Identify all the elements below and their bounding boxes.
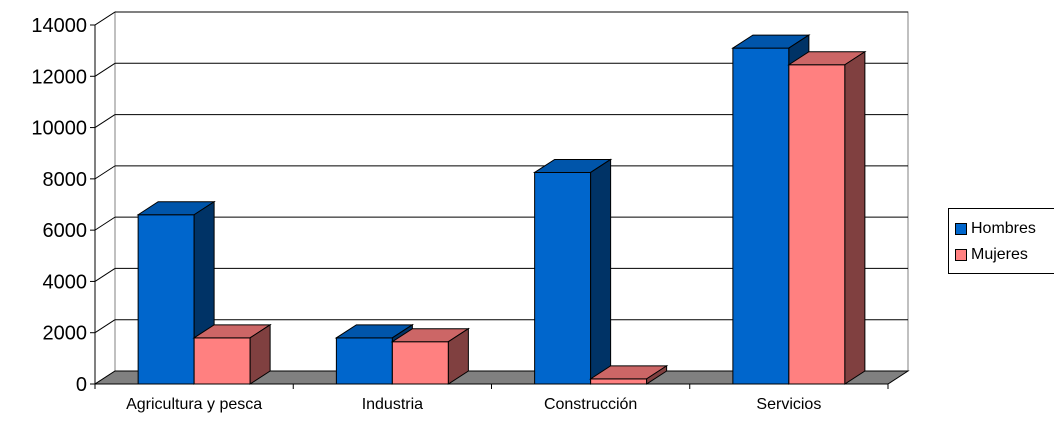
bar-front <box>732 47 790 385</box>
bar-mujeres <box>390 327 471 385</box>
bar-mujeres <box>192 323 272 385</box>
bar-side <box>844 50 866 385</box>
legend-item-mujeres: Mujeres <box>955 245 1028 265</box>
bar-side <box>590 158 612 385</box>
y-tick-label: 8000 <box>43 169 88 191</box>
bar-front <box>335 337 393 385</box>
bar-front <box>788 64 846 385</box>
x-tick-label: Construcción <box>544 396 637 413</box>
legend-swatch-hombres <box>955 223 967 235</box>
legend-label-hombres: Hombres <box>971 220 1036 237</box>
bar-front <box>137 214 195 385</box>
y-tick-label: 14000 <box>31 15 87 37</box>
bar-side <box>646 364 668 385</box>
legend: Hombres Mujeres <box>948 208 1054 274</box>
gridline-side <box>94 11 116 26</box>
bar-side <box>249 323 271 385</box>
y-tick-label: 12000 <box>31 66 87 88</box>
gridline-side <box>94 165 116 180</box>
x-tick-label: Industria <box>362 396 423 413</box>
gridline-side <box>94 62 116 77</box>
side-wall <box>94 11 116 385</box>
legend-label-mujeres: Mujeres <box>971 246 1028 263</box>
y-tick-label: 10000 <box>31 118 87 140</box>
y-tick-label: 4000 <box>43 271 88 293</box>
bar-front <box>193 337 251 385</box>
x-tick-label: Agricultura y pesca <box>126 396 262 413</box>
y-tick-label: 2000 <box>43 323 88 345</box>
bar-mujeres <box>588 364 669 385</box>
bar-side <box>447 327 469 385</box>
x-tick-label: Servicios <box>756 396 821 413</box>
gridline-side <box>94 319 116 334</box>
bar-mujeres <box>787 50 867 385</box>
y-tick-label: 6000 <box>43 220 88 242</box>
bar-front <box>590 378 648 385</box>
gridline-side <box>94 216 116 231</box>
legend-item-hombres: Hombres <box>955 219 1036 239</box>
gridline-side <box>94 114 116 128</box>
bar-hombres <box>532 158 613 385</box>
bar-front <box>391 341 449 385</box>
legend-swatch-mujeres <box>955 249 967 261</box>
gridline-side <box>94 268 116 282</box>
bar-front <box>534 171 592 385</box>
y-tick-label: 0 <box>76 374 87 396</box>
